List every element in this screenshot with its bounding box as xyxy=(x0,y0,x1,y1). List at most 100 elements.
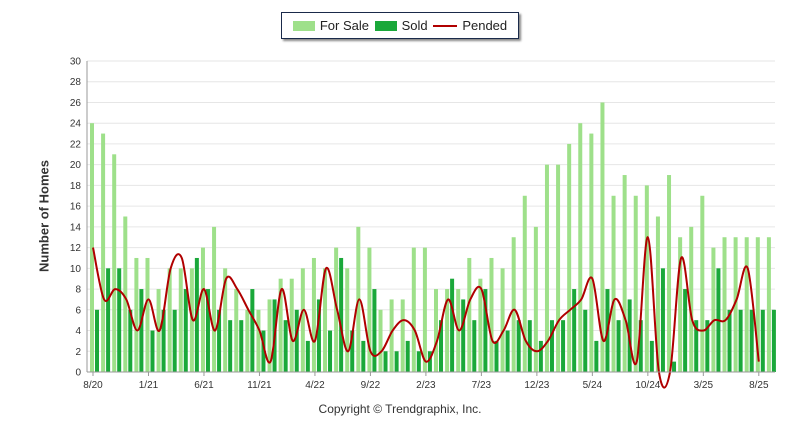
for-sale-bar[interactable] xyxy=(90,123,94,372)
for-sale-bar[interactable] xyxy=(733,237,738,372)
sold-bar[interactable] xyxy=(572,289,577,372)
for-sale-bar[interactable] xyxy=(500,268,505,372)
for-sale-bar[interactable] xyxy=(101,133,106,372)
for-sale-bar[interactable] xyxy=(689,226,694,372)
sold-bar[interactable] xyxy=(361,340,366,372)
sold-bar[interactable] xyxy=(749,309,754,372)
sold-bar[interactable] xyxy=(649,340,654,372)
sold-bar[interactable] xyxy=(505,330,510,372)
sold-bar[interactable] xyxy=(705,320,710,372)
for-sale-bar[interactable] xyxy=(700,195,705,372)
sold-bar[interactable] xyxy=(405,340,410,372)
for-sale-bar[interactable] xyxy=(556,164,561,372)
for-sale-bar[interactable] xyxy=(644,185,649,372)
for-sale-bar[interactable] xyxy=(212,226,217,372)
for-sale-bar[interactable] xyxy=(134,257,139,372)
for-sale-bar[interactable] xyxy=(755,237,760,372)
sold-bar[interactable] xyxy=(350,330,355,372)
sold-bar[interactable] xyxy=(771,309,776,372)
sold-bar[interactable] xyxy=(561,320,566,372)
sold-bar[interactable] xyxy=(205,289,210,372)
for-sale-bar[interactable] xyxy=(611,195,616,372)
for-sale-bar[interactable] xyxy=(600,102,605,372)
sold-bar[interactable] xyxy=(549,320,554,372)
sold-bar[interactable] xyxy=(672,361,677,372)
sold-bar[interactable] xyxy=(117,268,122,372)
for-sale-bar[interactable] xyxy=(578,123,583,372)
for-sale-bar[interactable] xyxy=(533,226,538,372)
for-sale-bar[interactable] xyxy=(567,143,572,372)
sold-bar[interactable] xyxy=(472,320,477,372)
for-sale-bar[interactable] xyxy=(655,216,660,373)
for-sale-bar[interactable] xyxy=(278,278,283,372)
for-sale-bar[interactable] xyxy=(178,268,183,372)
sold-bar[interactable] xyxy=(683,289,688,372)
for-sale-bar[interactable] xyxy=(589,133,594,372)
sold-bar[interactable] xyxy=(383,351,388,372)
for-sale-bar[interactable] xyxy=(722,237,727,372)
sold-bar[interactable] xyxy=(339,257,344,372)
for-sale-bar[interactable] xyxy=(145,257,150,372)
sold-bar[interactable] xyxy=(394,351,399,372)
for-sale-bar[interactable] xyxy=(289,278,294,372)
sold-bar[interactable] xyxy=(217,309,222,372)
sold-bar[interactable] xyxy=(161,309,166,372)
sold-bar[interactable] xyxy=(316,299,321,372)
sold-bar[interactable] xyxy=(439,320,443,372)
sold-bar[interactable] xyxy=(427,351,432,372)
sold-bar[interactable] xyxy=(228,320,233,372)
sold-bar[interactable] xyxy=(106,268,111,372)
sold-bar[interactable] xyxy=(660,268,665,372)
sold-bar[interactable] xyxy=(760,309,765,372)
sold-bar[interactable] xyxy=(494,340,499,372)
sold-bar[interactable] xyxy=(516,320,521,372)
for-sale-bar[interactable] xyxy=(711,247,716,372)
for-sale-bar[interactable] xyxy=(167,268,172,372)
sold-bar[interactable] xyxy=(450,278,455,372)
legend-item-for-sale[interactable]: For Sale xyxy=(292,18,369,33)
sold-bar[interactable] xyxy=(294,309,299,372)
sold-bar[interactable] xyxy=(638,320,643,372)
for-sale-bar[interactable] xyxy=(511,237,516,372)
for-sale-bar[interactable] xyxy=(633,195,638,372)
for-sale-bar[interactable] xyxy=(234,289,239,372)
for-sale-bar[interactable] xyxy=(467,257,472,372)
sold-bar[interactable] xyxy=(172,309,177,372)
for-sale-bar[interactable] xyxy=(434,289,438,372)
sold-bar[interactable] xyxy=(250,289,255,372)
for-sale-bar[interactable] xyxy=(323,268,328,372)
for-sale-bar[interactable] xyxy=(378,309,383,372)
for-sale-bar[interactable] xyxy=(667,175,672,372)
for-sale-bar[interactable] xyxy=(478,278,483,372)
sold-bar[interactable] xyxy=(328,330,333,372)
for-sale-bar[interactable] xyxy=(256,309,261,372)
for-sale-bar[interactable] xyxy=(744,237,749,372)
sold-bar[interactable] xyxy=(583,309,588,372)
sold-bar[interactable] xyxy=(727,309,732,372)
for-sale-bar[interactable] xyxy=(267,299,272,372)
for-sale-bar[interactable] xyxy=(112,154,117,372)
sold-bar[interactable] xyxy=(283,320,288,372)
for-sale-bar[interactable] xyxy=(200,247,205,372)
legend-item-pended[interactable]: Pended xyxy=(433,18,507,33)
for-sale-bar[interactable] xyxy=(345,268,350,372)
sold-bar[interactable] xyxy=(261,330,266,372)
for-sale-bar[interactable] xyxy=(544,164,549,372)
for-sale-bar[interactable] xyxy=(400,299,405,372)
for-sale-bar[interactable] xyxy=(622,175,627,372)
for-sale-bar[interactable] xyxy=(489,257,494,372)
sold-bar[interactable] xyxy=(538,340,543,372)
sold-bar[interactable] xyxy=(461,299,466,372)
sold-bar[interactable] xyxy=(150,330,155,372)
sold-bar[interactable] xyxy=(372,289,377,372)
for-sale-bar[interactable] xyxy=(445,289,450,372)
for-sale-bar[interactable] xyxy=(311,257,316,372)
sold-bar[interactable] xyxy=(128,309,133,372)
for-sale-bar[interactable] xyxy=(522,195,527,372)
sold-bar[interactable] xyxy=(694,320,699,372)
sold-bar[interactable] xyxy=(594,340,599,372)
sold-bar[interactable] xyxy=(416,351,421,372)
sold-bar[interactable] xyxy=(239,320,244,372)
sold-bar[interactable] xyxy=(139,289,144,372)
sold-bar[interactable] xyxy=(738,309,743,372)
